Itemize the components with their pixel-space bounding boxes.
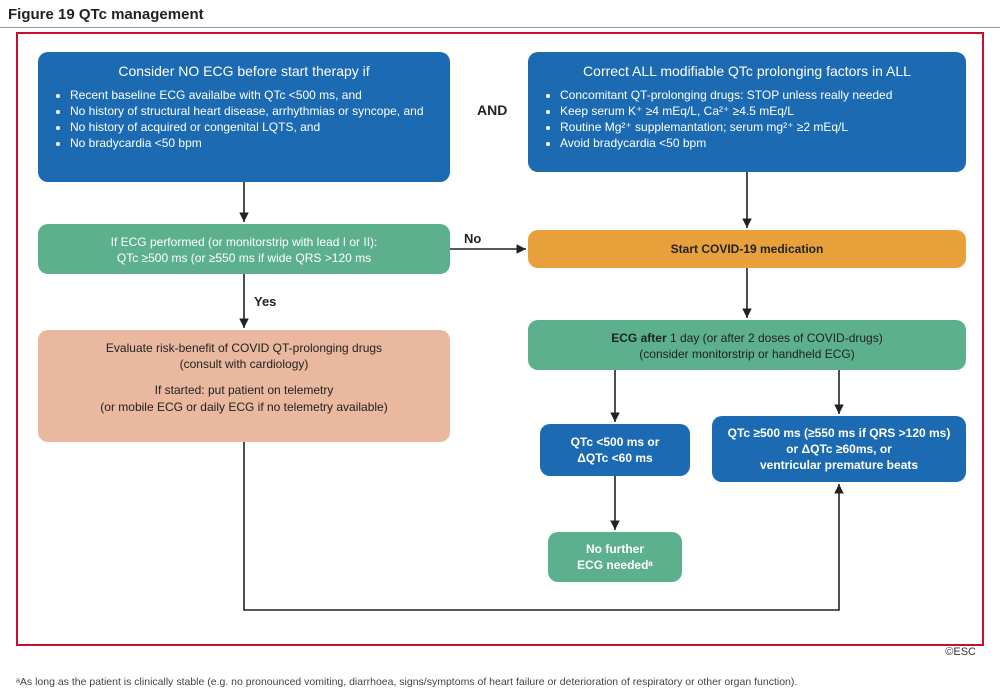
node-title: Consider NO ECG before start therapy if: [52, 62, 436, 81]
text-line: QTc ≥500 ms (≥550 ms if QRS >120 ms): [726, 425, 952, 441]
bullet: Recent baseline ECG availalbe with QTc <…: [70, 87, 436, 103]
node-ecg-after: ECG after 1 day (or after 2 doses of COV…: [528, 320, 966, 370]
text-line: ventricular premature beats: [726, 457, 952, 473]
edge-label-yes: Yes: [254, 294, 276, 309]
text-line: (consult with cardiology): [52, 356, 436, 372]
bullet: No bradycardia <50 bpm: [70, 135, 436, 151]
text-line: ΔQTc <60 ms: [554, 450, 676, 466]
node-evaluate-risk: Evaluate risk-benefit of COVID QT-prolon…: [38, 330, 450, 442]
text-line: No further: [562, 541, 668, 557]
node-ecg-decision: If ECG performed (or monitorstrip with l…: [38, 224, 450, 274]
node-qtc-high: QTc ≥500 ms (≥550 ms if QRS >120 ms) or …: [712, 416, 966, 482]
copyright-label: ©ESC: [943, 646, 978, 658]
text-line: Evaluate risk-benefit of COVID QT-prolon…: [52, 340, 436, 356]
bullet-list: Recent baseline ECG availalbe with QTc <…: [52, 87, 436, 152]
text-line: If started: put patient on telemetry: [52, 382, 436, 398]
and-label: AND: [477, 102, 507, 118]
node-consider-no-ecg: Consider NO ECG before start therapy if …: [38, 52, 450, 182]
text-line: If ECG performed (or monitorstrip with l…: [52, 234, 436, 250]
node-title: Correct ALL modifiable QTc prolonging fa…: [542, 62, 952, 81]
text-line: (or mobile ECG or daily ECG if no teleme…: [52, 399, 436, 415]
text-line: or ΔQTc ≥60ms, or: [726, 441, 952, 457]
bullet: No history of acquired or congenital LQT…: [70, 119, 436, 135]
bullet: Avoid bradycardia <50 bpm: [560, 135, 952, 151]
bullet: No history of structural heart disease, …: [70, 103, 436, 119]
node-correct-factors: Correct ALL modifiable QTc prolonging fa…: [528, 52, 966, 172]
text-line: Start COVID-19 medication: [671, 241, 824, 257]
bullet-list: Concomitant QT-prolonging drugs: STOP un…: [542, 87, 952, 152]
bullet: Concomitant QT-prolonging drugs: STOP un…: [560, 87, 952, 103]
figure-title: Figure 19 QTc management: [0, 0, 1000, 28]
node-no-further-ecg: No further ECG neededᵃ: [548, 532, 682, 582]
node-start-medication: Start COVID-19 medication: [528, 230, 966, 268]
text-line: QTc <500 ms or: [554, 434, 676, 450]
edge-label-no: No: [464, 231, 481, 246]
footnote-text: ᵃAs long as the patient is clinically st…: [16, 676, 866, 688]
bullet: Routine Mg²⁺ supplemantation; serum mg²⁺…: [560, 119, 952, 135]
node-qtc-low: QTc <500 ms or ΔQTc <60 ms: [540, 424, 690, 476]
text-line: (consider monitorstrip or handheld ECG): [542, 346, 952, 362]
text-line: ECG after: [611, 331, 666, 345]
bullet: Keep serum K⁺ ≥4 mEq/L, Ca²⁺ ≥4.5 mEq/L: [560, 103, 952, 119]
text-line: ECG neededᵃ: [562, 557, 668, 573]
flowchart-frame: Consider NO ECG before start therapy if …: [16, 32, 984, 646]
text-line: QTc ≥500 ms (or ≥550 ms if wide QRS >120…: [52, 250, 436, 266]
text-line: 1 day (or after 2 doses of COVID-drugs): [670, 331, 883, 345]
